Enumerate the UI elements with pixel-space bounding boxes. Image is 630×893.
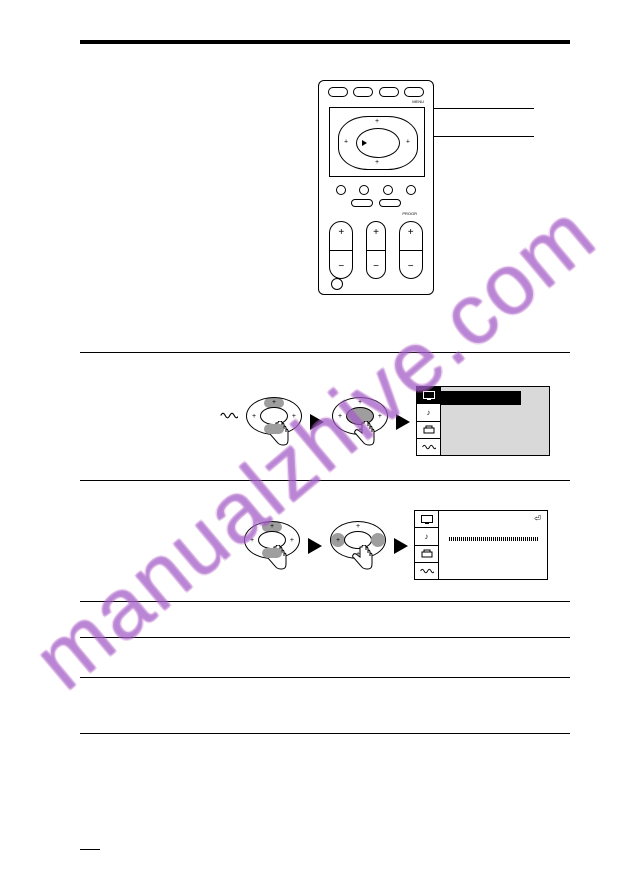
tv-menu-setup-icon bbox=[417, 422, 440, 439]
remote-pill-button bbox=[379, 199, 401, 207]
remote-pill-button bbox=[351, 199, 373, 207]
remote-circle-button bbox=[359, 185, 369, 195]
remote-circle-button bbox=[406, 185, 416, 195]
remote-dpad-frame: + + + + bbox=[329, 107, 425, 177]
remote-circle-button bbox=[336, 185, 346, 195]
step-separator bbox=[80, 677, 570, 678]
remote-circle-button bbox=[383, 185, 393, 195]
tv-menu-preview: ♪ bbox=[416, 386, 550, 456]
header-rule bbox=[80, 40, 570, 44]
dpad-press-center-icon: ++++ bbox=[330, 391, 390, 451]
remote-body: MENU + + + + PROGR bbox=[318, 80, 434, 295]
tv-menu-content: ⏎ bbox=[439, 511, 547, 579]
step-separator bbox=[80, 352, 570, 353]
tv-menu-screen-icon bbox=[415, 511, 438, 528]
tv-menu-sound-icon: ♪ bbox=[417, 404, 440, 421]
tv-menu-icon-column: ♪ bbox=[415, 511, 439, 579]
remote-progr-label: PROGR bbox=[402, 211, 417, 216]
step-separator bbox=[80, 601, 570, 602]
tv-menu-screen-icon bbox=[417, 387, 440, 404]
minus-icon: − bbox=[408, 262, 414, 272]
arrow-right-icon bbox=[394, 538, 408, 552]
remote-progr-rocker: + − bbox=[399, 221, 423, 279]
step-separator bbox=[80, 637, 570, 638]
return-icon: ⏎ bbox=[534, 514, 541, 523]
step-separator bbox=[80, 733, 570, 734]
remote-top-button bbox=[353, 87, 373, 97]
plus-icon: + bbox=[373, 228, 379, 238]
dpad-press-vertical-icon: ++++ bbox=[244, 391, 304, 451]
remote-dpad-play-glyph bbox=[362, 140, 367, 146]
rocker-divider bbox=[367, 250, 385, 251]
tv-menu-title-band bbox=[441, 391, 521, 405]
rocker-divider bbox=[400, 250, 422, 251]
dpad-press-horizontal-icon: ++++ bbox=[328, 515, 388, 575]
remote-dpad-down: + bbox=[375, 159, 379, 166]
remote-dpad-up: + bbox=[375, 118, 379, 125]
remote-top-button bbox=[328, 87, 348, 97]
tv-menu-slider bbox=[449, 537, 539, 541]
minus-icon: − bbox=[338, 262, 344, 272]
remote-dpad-left: + bbox=[344, 139, 348, 146]
rocker-divider bbox=[330, 250, 352, 251]
remote-top-button bbox=[379, 87, 399, 97]
callout-leader-menu bbox=[434, 108, 534, 109]
remote-mid-row bbox=[319, 185, 433, 195]
dpad-press-vertical-icon: ++++ bbox=[242, 515, 302, 575]
tv-menu-preview: ♪ ⏎ bbox=[414, 510, 548, 580]
geometry-icon bbox=[220, 411, 238, 423]
arrow-right-icon bbox=[308, 538, 322, 552]
minus-icon: − bbox=[373, 262, 379, 272]
hand-icon bbox=[266, 421, 290, 449]
arrow-right-icon bbox=[310, 414, 324, 428]
remote-pill-row bbox=[319, 199, 433, 207]
remote-mid-rocker: + − bbox=[366, 221, 386, 279]
remote-illustration: MENU + + + + PROGR bbox=[318, 80, 578, 295]
hand-icon bbox=[350, 545, 374, 573]
tv-menu-content bbox=[441, 387, 549, 455]
remote-rockers: + − + − + − bbox=[319, 219, 433, 281]
step-3: ++++ ++++ ♪ bbox=[80, 510, 570, 580]
step-separator bbox=[80, 480, 570, 481]
tv-menu-icon-column: ♪ bbox=[417, 387, 441, 455]
remote-mute-area bbox=[331, 278, 343, 290]
hand-icon bbox=[264, 545, 288, 573]
plus-icon: + bbox=[338, 228, 344, 238]
hand-icon bbox=[352, 421, 376, 449]
tv-menu-sound-icon: ♪ bbox=[415, 528, 438, 545]
arrow-right-icon bbox=[396, 414, 410, 428]
plus-icon: + bbox=[408, 228, 414, 238]
tv-menu-geometry-icon bbox=[417, 439, 440, 455]
callout-leader-dpad bbox=[434, 136, 534, 137]
remote-volume-rocker: + − bbox=[329, 221, 353, 279]
page-content: MENU + + + + PROGR bbox=[80, 40, 570, 850]
step-2: ++++ ++++ ♪ bbox=[80, 386, 570, 456]
remote-menu-label: MENU bbox=[412, 99, 424, 104]
remote-top-row bbox=[319, 87, 433, 97]
remote-mute-button bbox=[331, 278, 343, 290]
remote-dpad-right: + bbox=[406, 139, 410, 146]
tv-menu-geometry-icon bbox=[415, 563, 438, 579]
tv-menu-setup-icon bbox=[415, 546, 438, 563]
remote-top-button bbox=[404, 87, 424, 97]
footer-rule bbox=[80, 849, 100, 850]
